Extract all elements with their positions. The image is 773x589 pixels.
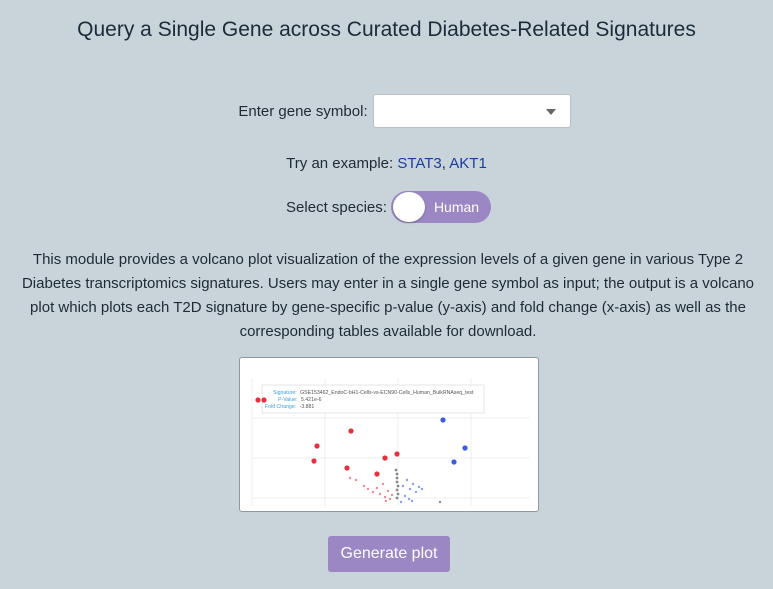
plot-tooltip: Signature: GSE153462_EndoC-bH1-Cells-vs-…: [261, 384, 485, 414]
plot-point: [395, 496, 399, 500]
plot-point: [395, 476, 399, 480]
species-toggle-value: Human: [433, 199, 480, 215]
chevron-down-icon[interactable]: [545, 109, 556, 115]
plot-point: [407, 497, 411, 501]
plot-point: [451, 459, 457, 465]
plot-point: [399, 500, 403, 504]
plot-point: [395, 480, 399, 484]
tooltip-signature-value: GSE153462_EndoC-bH1-Cells-vs-ECN90-Cells…: [300, 390, 474, 396]
example-row: Try an example: STAT3, AKT1: [0, 155, 773, 172]
plot-point: [396, 492, 400, 496]
plot-point: [362, 484, 366, 488]
volcano-plot-preview-svg: Signature: GSE153462_EndoC-bH1-Cells-vs-…: [251, 378, 530, 506]
tooltip-fold-label: Fold Change:: [265, 404, 296, 410]
species-toggle[interactable]: Human: [390, 191, 491, 223]
plot-point: [394, 451, 400, 457]
gene-symbol-select[interactable]: [372, 94, 571, 128]
plot-point: [438, 500, 442, 504]
example-link-stat3[interactable]: STAT3: [397, 155, 442, 172]
svg-text:P-Value: 5.421e-6: P-Value: 5.421e-6: [278, 397, 322, 403]
tooltip-box: [261, 384, 485, 414]
plot-point: [371, 490, 375, 494]
generate-plot-button[interactable]: Generate plot: [328, 536, 450, 572]
plot-point: [410, 499, 414, 503]
plot-point: [408, 487, 412, 491]
plot-point: [394, 468, 398, 472]
tooltip-fold-value: -3.881: [300, 404, 315, 410]
volcano-plot-preview: Signature: GSE153462_EndoC-bH1-Cells-vs-…: [239, 357, 539, 512]
plot-point: [255, 397, 261, 403]
tooltip-pvalue-label: P-Value:: [278, 397, 298, 403]
plot-point: [417, 485, 421, 489]
page-title: Query a Single Gene across Curated Diabe…: [77, 18, 696, 41]
plot-point: [344, 465, 350, 471]
plot-point: [403, 494, 407, 498]
plot-point: [261, 397, 267, 403]
plot-point: [374, 471, 380, 477]
example-prefix: Try an example:: [286, 155, 398, 172]
plot-point: [440, 417, 446, 423]
plot-cluster: [348, 468, 442, 504]
plot-point: [411, 482, 415, 486]
plot-point: [420, 487, 424, 491]
plot-point: [405, 478, 409, 482]
plot-point: [382, 455, 388, 461]
plot-point: [348, 428, 354, 434]
plot-point: [383, 495, 387, 499]
gene-input-row: Enter gene symbol:: [0, 93, 773, 129]
plot-point: [388, 497, 392, 501]
gene-symbol-label: Enter gene symbol:: [238, 102, 368, 120]
example-link-akt1[interactable]: AKT1: [449, 155, 487, 172]
species-row: Select species: Human: [0, 190, 773, 224]
plot-point: [401, 484, 405, 488]
plot-point: [354, 478, 358, 482]
plot-point: [390, 493, 394, 497]
module-description: This module provides a volcano plot visu…: [21, 251, 755, 340]
plot-point: [395, 488, 399, 492]
svg-text:Fold Change: -3.881: Fold Change: -3.881: [265, 404, 314, 410]
plot-point: [396, 484, 400, 488]
plot-point: [462, 445, 468, 451]
tooltip-signature-label: Signature:: [273, 390, 297, 396]
plot-point: [395, 472, 399, 476]
plot-point: [366, 487, 370, 491]
plot-point: [314, 443, 320, 449]
svg-text:Signature: GSE153462_E: Signature: GSE153462_EndoC-bH1-Cells-vs-…: [273, 390, 474, 396]
species-label: Select species:: [286, 198, 387, 216]
example-separator: ,: [441, 155, 450, 172]
plot-point: [381, 482, 385, 486]
plot-point: [384, 499, 388, 503]
plot-point: [311, 458, 317, 464]
plot-point: [378, 492, 382, 496]
plot-point: [414, 490, 418, 494]
plot-point: [386, 489, 390, 493]
toggle-knob[interactable]: [392, 192, 425, 222]
plot-point: [375, 486, 379, 490]
plot-point: [348, 476, 352, 480]
tooltip-pvalue-value: 5.421e-6: [301, 397, 322, 403]
